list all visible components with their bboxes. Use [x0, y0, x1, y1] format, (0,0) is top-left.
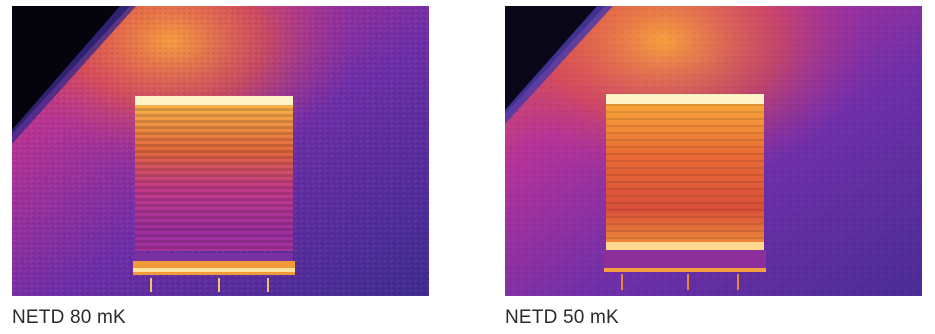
image-caption: NETD 80 mK	[12, 307, 126, 328]
thermal-image-canvas	[12, 6, 429, 296]
thermal-image-netd-50	[505, 6, 922, 296]
image-caption: NETD 50 mK	[505, 307, 619, 328]
window-sill	[604, 250, 766, 270]
thermal-image-canvas	[505, 6, 922, 296]
thermal-image-netd-80	[12, 6, 429, 296]
